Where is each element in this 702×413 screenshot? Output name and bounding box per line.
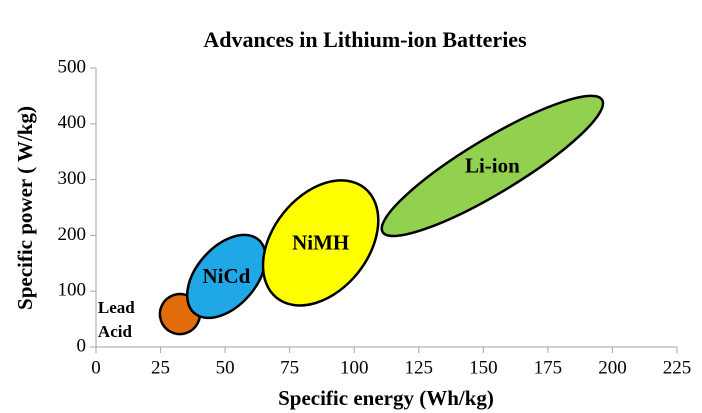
region-label: NiMH xyxy=(292,231,349,255)
x-tick-label: 125 xyxy=(405,357,434,378)
region-label: Li-ion xyxy=(465,154,520,178)
x-tick-label: 225 xyxy=(663,357,692,378)
region xyxy=(261,179,380,307)
x-tick-label: 75 xyxy=(280,357,299,378)
region-label: NiCd xyxy=(202,264,250,288)
region xyxy=(380,94,605,238)
x-tick-label: 50 xyxy=(216,357,235,378)
x-tick-label: 150 xyxy=(469,357,498,378)
y-tick-label: 300 xyxy=(58,168,87,189)
x-tick-label: 175 xyxy=(534,357,563,378)
region-label-box: Lead Acid xyxy=(97,298,135,342)
y-tick-label: 400 xyxy=(58,112,87,133)
y-tick-label: 0 xyxy=(77,335,87,356)
chart-title: Advances in Lithium-ion Batteries xyxy=(203,27,527,52)
x-tick-label: 25 xyxy=(151,357,170,378)
y-axis-label: Specific power ( W/kg) xyxy=(13,106,37,310)
region xyxy=(185,233,267,320)
x-tick-label: 200 xyxy=(598,357,627,378)
y-tick-label: 200 xyxy=(58,224,87,245)
x-tick-label: 0 xyxy=(91,357,101,378)
y-tick-label: 500 xyxy=(58,56,87,77)
x-tick-label: 100 xyxy=(340,357,369,378)
y-tick-label: 100 xyxy=(58,280,87,301)
x-axis-label: Specific energy (Wh/kg) xyxy=(278,386,494,410)
region-label: Lead Acid xyxy=(97,298,135,342)
